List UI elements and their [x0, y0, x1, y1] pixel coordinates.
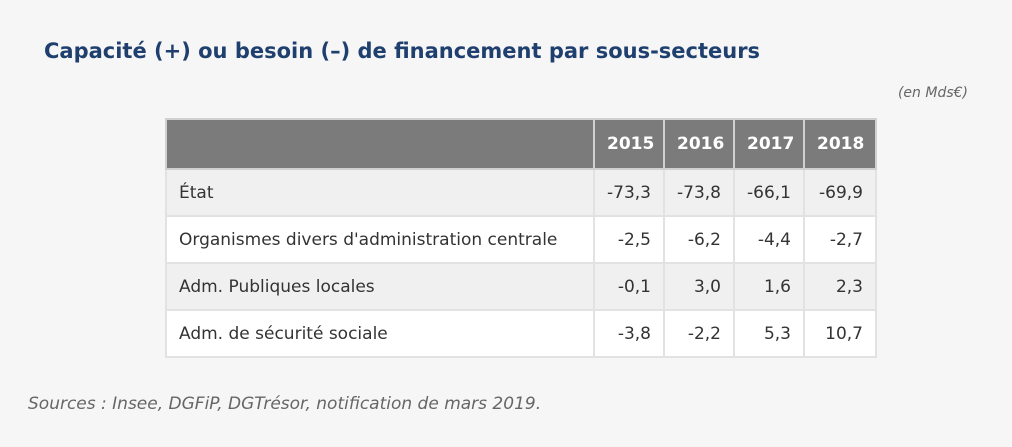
table-cell: 3,0 [663, 262, 735, 311]
table-cell: -2,5 [593, 215, 665, 264]
table-row: État -73,3 -73,8 -66,1 -69,9 [165, 168, 877, 217]
table-cell: 10,7 [803, 309, 877, 358]
row-label: Organismes divers d'administration centr… [165, 215, 595, 264]
row-label: Adm. Publiques locales [165, 262, 595, 311]
table-cell: 5,3 [733, 309, 805, 358]
table-header-row: 2015 2016 2017 2018 [165, 118, 877, 170]
table-cell: 1,6 [733, 262, 805, 311]
table-row: Adm. Publiques locales -0,1 3,0 1,6 2,3 [165, 262, 877, 311]
table-cell: -66,1 [733, 168, 805, 217]
table-cell: -73,8 [663, 168, 735, 217]
financing-table: 2015 2016 2017 2018 État -73,3 -73,8 -66… [165, 118, 877, 358]
column-header-year: 2018 [803, 118, 877, 170]
table-cell: -4,4 [733, 215, 805, 264]
page-title: Capacité (+) ou besoin (–) de financemen… [44, 39, 761, 63]
table-cell: -2,2 [663, 309, 735, 358]
table-cell: -2,7 [803, 215, 877, 264]
table-cell: -0,1 [593, 262, 665, 311]
table-row: Adm. de sécurité sociale -3,8 -2,2 5,3 1… [165, 309, 877, 358]
source-note: Sources : Insee, DGFiP, DGTrésor, notifi… [28, 394, 542, 414]
row-label: Adm. de sécurité sociale [165, 309, 595, 358]
column-header-year: 2015 [593, 118, 665, 170]
row-label: État [165, 168, 595, 217]
table-cell: -69,9 [803, 168, 877, 217]
header-corner [165, 118, 595, 170]
table-cell: -3,8 [593, 309, 665, 358]
table-cell: 2,3 [803, 262, 877, 311]
table-cell: -73,3 [593, 168, 665, 217]
unit-note: (en Mds€) [897, 85, 968, 101]
column-header-year: 2016 [663, 118, 735, 170]
table-row: Organismes divers d'administration centr… [165, 215, 877, 264]
table-cell: -6,2 [663, 215, 735, 264]
column-header-year: 2017 [733, 118, 805, 170]
